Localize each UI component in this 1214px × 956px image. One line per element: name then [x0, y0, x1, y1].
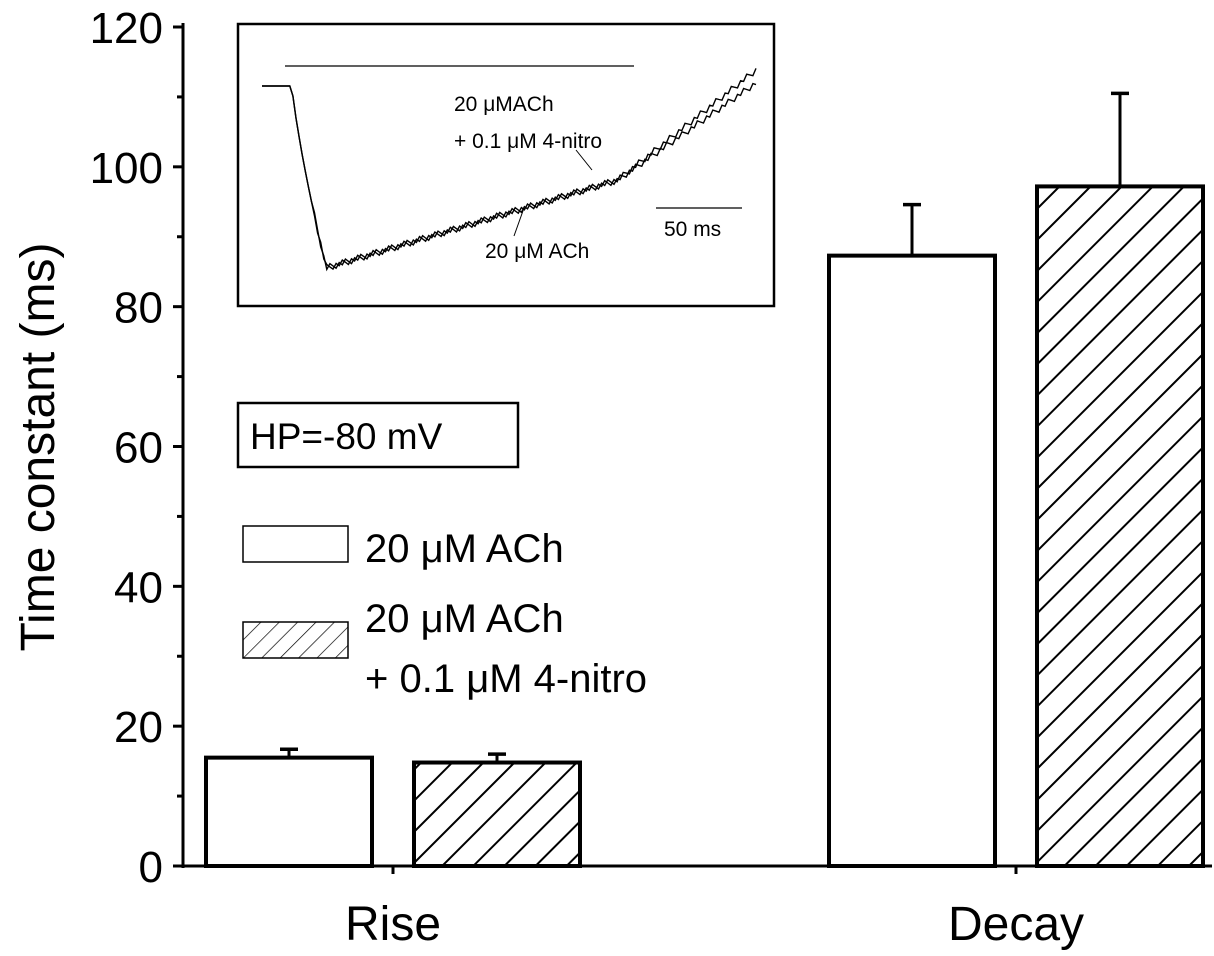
y-axis-label: Time constant (ms) [12, 243, 65, 652]
bar [827, 253, 997, 868]
holding-potential-box [236, 401, 520, 469]
inset-label-control: 20 μM ACh [485, 240, 589, 263]
inset-frame [236, 22, 776, 308]
inset-label-treated-line1: 20 μMACh [454, 93, 554, 116]
bar [204, 755, 374, 868]
y-tick-label: 100 [90, 144, 163, 193]
trace-control [262, 82, 757, 271]
legend-swatch-open [242, 525, 349, 563]
y-tick-label: 60 [114, 424, 163, 473]
inset-label-treated-line2: + 0.1 μM 4-nitro [454, 130, 602, 153]
inset-pointer-treated [575, 149, 593, 171]
legend: 20 μM ACh 20 μM ACh + 0.1 μM 4-nitro [242, 525, 647, 701]
legend-label-control: 20 μM ACh [365, 527, 564, 571]
y-tick-label: 80 [114, 284, 163, 333]
axes: 0 20 40 60 80 100 120 Rise Decay [90, 4, 1212, 951]
inset-pointer-control [513, 207, 525, 237]
legend-label-treated-line1: 20 μM ACh [365, 597, 564, 641]
y-tick-label: 120 [90, 4, 163, 53]
bars [204, 91, 1205, 869]
bar [412, 760, 582, 868]
y-tick-label: 20 [114, 703, 163, 752]
y-tick-label: 40 [114, 563, 163, 612]
inset-trace-panel: 20 μMACh + 0.1 μM 4-nitro 20 μM ACh 50 m… [236, 22, 776, 308]
scale-bar-label: 50 ms [664, 218, 721, 241]
x-category-label: Decay [948, 898, 1084, 951]
bar [1035, 184, 1205, 869]
x-category-label: Rise [345, 898, 441, 951]
legend-label-treated-line2: + 0.1 μM 4-nitro [365, 657, 647, 701]
legend-swatch-hatched [242, 621, 349, 659]
holding-potential-label: HP=-80 mV [250, 416, 443, 457]
y-tick-label: 0 [139, 843, 163, 892]
